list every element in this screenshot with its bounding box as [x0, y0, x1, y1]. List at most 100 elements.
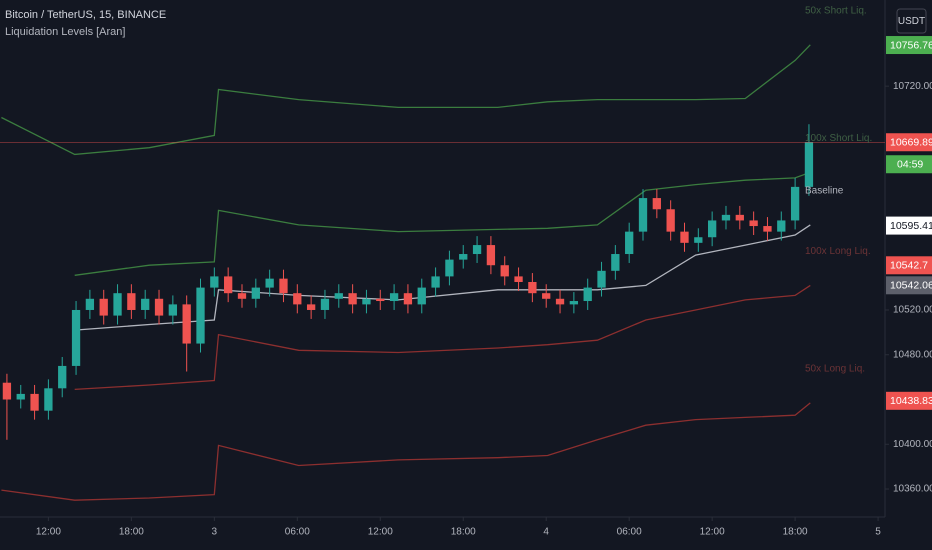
candle-body [127, 293, 136, 310]
candle-body [44, 388, 53, 411]
candle-body [500, 265, 509, 277]
price-label: 10669.89 [890, 137, 932, 149]
candle-body [141, 298, 150, 310]
y-tick-label: 10360.00 [893, 484, 932, 495]
candle-body [224, 276, 233, 294]
currency-button[interactable] [896, 8, 927, 34]
candle-body [376, 298, 385, 302]
price-label: 10542.7 [890, 260, 928, 272]
candle-body [306, 304, 316, 310]
candle-body [763, 226, 772, 232]
candle-body [638, 198, 648, 232]
candle-body [694, 237, 703, 243]
candle-body [113, 293, 122, 316]
candle-body [16, 393, 25, 400]
x-tick-label: 18:00 [451, 527, 476, 538]
candle-body [708, 220, 717, 238]
x-tick-label: 06:00 [285, 527, 310, 538]
candle-body [154, 298, 164, 316]
indicator-line [74, 224, 811, 331]
x-tick-label: 4 [543, 527, 549, 538]
line-label: 100x Short Liq. [805, 133, 872, 144]
candle-body [680, 231, 689, 243]
candle-body [542, 293, 551, 299]
symbol-title: Bitcoin / TetherUS, 15, BINANCE [5, 9, 166, 21]
candle-body [403, 293, 413, 305]
y-tick-label: 10400.00 [893, 439, 932, 450]
candle-body [417, 287, 426, 305]
price-label-box [886, 133, 932, 152]
candle-body [168, 304, 177, 316]
candle-body [58, 365, 67, 389]
candle-body [334, 293, 343, 299]
x-tick-label: 3 [212, 527, 218, 538]
price-label-box [886, 391, 932, 410]
candle-body [804, 142, 814, 187]
candle-body [472, 245, 482, 255]
candle-body [265, 278, 274, 288]
x-tick-label: 12:00 [368, 527, 393, 538]
price-label-box [886, 276, 932, 295]
candle-body [389, 293, 399, 302]
price-label-box [886, 216, 932, 235]
candle-body [251, 287, 260, 299]
x-tick-label: 18:00 [783, 527, 808, 538]
candle-body [611, 254, 620, 271]
currency-button-label[interactable]: USDT [898, 16, 925, 27]
candle-body [528, 282, 537, 294]
indicator-line [74, 171, 811, 276]
candle-body [30, 393, 39, 411]
candle-body [196, 287, 205, 344]
candle-body [293, 293, 302, 305]
candle-body [749, 220, 758, 227]
candle-body [555, 298, 565, 305]
candle-body [71, 309, 81, 366]
x-tick-label: 18:00 [119, 527, 144, 538]
candle-body [459, 254, 468, 260]
indicator-line [1, 44, 811, 156]
candle-body [279, 278, 288, 294]
candle-body [790, 186, 800, 221]
y-tick-label: 10480.00 [893, 349, 932, 360]
countdown-box [886, 155, 932, 174]
plot [0, 44, 885, 501]
candle-body [320, 298, 330, 310]
candle-body [721, 214, 731, 221]
candle-body [652, 198, 661, 210]
candle-body [2, 382, 12, 400]
indicator-title: Liquidation Levels [Aran] [5, 26, 125, 38]
x-tick-label: 06:00 [617, 527, 642, 538]
candle-body [431, 276, 440, 288]
candle-body [514, 276, 523, 282]
candle-body [583, 287, 592, 302]
y-tick-label: 10720.00 [893, 81, 932, 92]
price-label: 10756.76 [890, 39, 932, 51]
line-label: Baseline [805, 186, 844, 197]
candle-body [237, 293, 247, 299]
indicator-line [74, 284, 811, 391]
candle-body [348, 293, 357, 305]
candle-body [362, 298, 371, 305]
price-label-box [886, 256, 932, 275]
candle-body [625, 231, 634, 255]
price-label: 10595.41 [890, 220, 932, 232]
price-label: 10542.06 [890, 280, 932, 292]
candle-body [99, 298, 108, 316]
x-tick-label: 12:00 [700, 527, 725, 538]
indicator-line [1, 402, 811, 501]
candle-body [210, 276, 219, 288]
candle-body [85, 298, 95, 310]
candle-body [486, 245, 496, 266]
candle-body [445, 259, 454, 277]
candle-body [597, 270, 606, 288]
y-tick-label: 10520.00 [893, 305, 932, 316]
candle-body [569, 301, 579, 305]
line-label: 100x Long Liq. [805, 246, 871, 257]
x-tick-label: 5 [875, 527, 881, 538]
candle-body [777, 220, 786, 232]
line-label: 50x Long Liq. [805, 363, 865, 374]
candle-body [182, 304, 191, 344]
candle-body [735, 214, 744, 221]
